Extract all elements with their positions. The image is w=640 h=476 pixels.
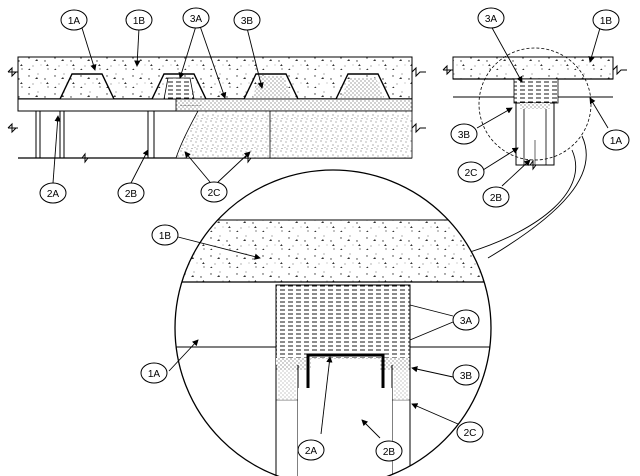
- section-a: ~~~~~~~~~: [7, 56, 426, 164]
- tag-2b-enlarged: 2B: [375, 440, 403, 462]
- tag-1b-top-right: 1B: [592, 9, 620, 31]
- svg-text:1A: 1A: [148, 369, 161, 380]
- svg-text:3B: 3B: [241, 16, 254, 27]
- svg-text:2B: 2B: [383, 447, 396, 458]
- stud-2b: [147, 111, 155, 158]
- tag-2c-top-right: 2C: [457, 161, 485, 183]
- svg-text:1B: 1B: [600, 16, 613, 27]
- tag-1a-top-right: 1A: [602, 129, 630, 151]
- svg-text:2B: 2B: [125, 189, 138, 200]
- stud-2a: [35, 111, 65, 158]
- tag-3b-enlarged: 3B: [452, 364, 480, 386]
- enlarged-detail: [175, 170, 491, 476]
- svg-text:3B: 3B: [460, 371, 473, 382]
- packing-b-3a: [513, 78, 559, 104]
- tag-2b-top-right: 2B: [482, 186, 510, 208]
- tag-3a-enlarged: 3A: [452, 309, 480, 331]
- tag-1b-enlarged: 1B: [151, 224, 179, 246]
- svg-text:3A: 3A: [190, 14, 203, 25]
- packing-enlarged-3a: [275, 284, 411, 366]
- svg-text:2C: 2C: [465, 168, 478, 179]
- svg-text:1A: 1A: [610, 136, 623, 147]
- deflection-label: ~~~~~~~~~: [180, 103, 202, 108]
- svg-text:1B: 1B: [133, 16, 146, 27]
- slab-enlarged-1b: [175, 219, 491, 283]
- svg-text:2A: 2A: [305, 446, 318, 457]
- flute-packing-3a: [163, 77, 195, 100]
- tag-2a-enlarged: 2A: [297, 439, 325, 461]
- enlarged-detail-outline: [174, 169, 492, 476]
- spray-2c: [175, 110, 413, 159]
- svg-text:2C: 2C: [208, 188, 221, 199]
- svg-text:3A: 3A: [460, 316, 473, 327]
- tag-2a-top-left: 2A: [39, 182, 67, 204]
- tag-bubbles: 1A 1B 3A 3B 2A 2B 2C 3A 1B 3B 1A 2C 2B 1…: [39, 7, 630, 462]
- tag-2c-top-left: 2C: [200, 181, 228, 203]
- svg-text:3A: 3A: [485, 14, 498, 25]
- tag-3b-top-right: 3B: [450, 123, 478, 145]
- enlarge-leader-1: [487, 135, 587, 259]
- tag-3b-top-left: 3B: [233, 9, 261, 31]
- svg-text:1B: 1B: [159, 231, 172, 242]
- svg-text:2C: 2C: [464, 428, 477, 439]
- leader-lines: [52, 25, 609, 439]
- tag-2c-enlarged: 2C: [456, 421, 484, 443]
- tag-2b-top-left: 2B: [117, 182, 145, 204]
- tag-3a-top-right: 3A: [477, 7, 505, 29]
- svg-text:3B: 3B: [458, 130, 471, 141]
- svg-text:2B: 2B: [490, 193, 503, 204]
- svg-text:2A: 2A: [47, 189, 60, 200]
- flute-spray-3b: [252, 76, 292, 99]
- tag-3a-top-left: 3A: [182, 7, 210, 29]
- tag-1a-enlarged: 1A: [140, 362, 168, 384]
- svg-text:1A: 1A: [68, 16, 81, 27]
- enlarge-leader-2: [469, 149, 577, 253]
- top-track-enlarged: [306, 353, 385, 388]
- tag-1a-top-left: 1A: [60, 9, 88, 31]
- tag-1b-top-left: 1B: [125, 9, 153, 31]
- slab-b-1b: [452, 56, 614, 80]
- section-b: [442, 47, 627, 171]
